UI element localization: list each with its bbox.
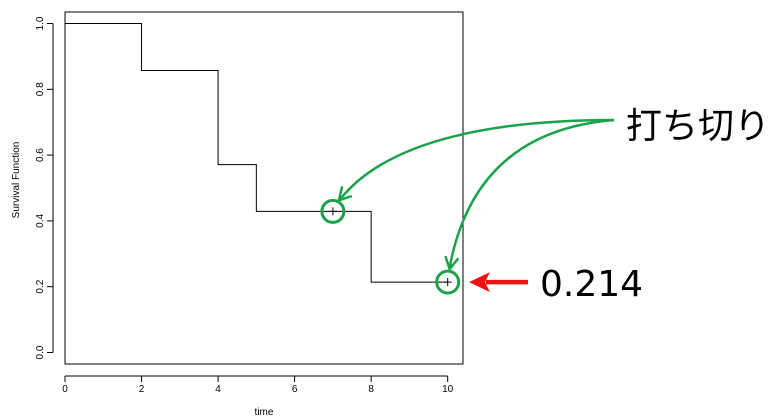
survival-step-line — [65, 23, 448, 283]
x-axis: 0 2 4 6 8 10 — [62, 375, 454, 395]
censor-layer — [328, 207, 452, 287]
y-tick-label: 0.8 — [35, 82, 46, 96]
censor-arrow-curve — [339, 118, 615, 200]
y-axis: 0.0 0.2 0.4 0.6 0.8 1.0 — [35, 16, 54, 359]
x-axis-title: time — [255, 407, 274, 418]
y-tick-label: 0.4 — [35, 214, 46, 228]
censor-highlight-circle — [320, 198, 346, 224]
censor-arrow-head — [444, 255, 459, 271]
y-tick-label: 1.0 — [35, 16, 46, 30]
censor-arrow-curve — [448, 118, 615, 268]
x-tick-label: 6 — [292, 384, 298, 395]
plot-frame — [64, 11, 464, 365]
x-tick-label: 10 — [442, 384, 454, 395]
series-layer — [65, 23, 448, 283]
y-tick-label: 0.6 — [35, 148, 46, 162]
x-tick-label: 2 — [139, 384, 145, 395]
censor-label: 打ち切り — [626, 106, 770, 147]
x-tick-label: 8 — [368, 384, 374, 395]
value-label: 0.214 — [540, 264, 643, 305]
annotation-layer: 打ち切り 0.214 — [320, 106, 770, 305]
y-axis-title: Survival Function — [11, 142, 22, 219]
y-tick-label: 0.2 — [35, 279, 46, 293]
value-arrow-head — [469, 272, 490, 293]
x-tick-label: 0 — [62, 384, 68, 395]
y-tick-label: 0.0 — [35, 345, 46, 359]
censor-arrow-head — [337, 186, 353, 202]
x-tick-label: 4 — [215, 384, 221, 395]
censor-highlight-circle — [435, 269, 461, 295]
